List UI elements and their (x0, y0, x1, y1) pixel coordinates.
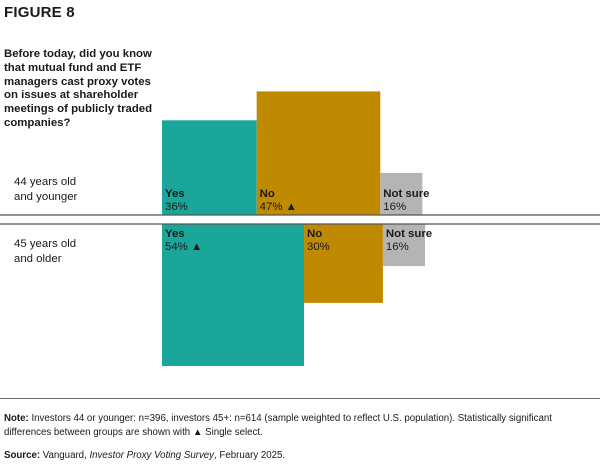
bar-value-not-sure-group-2: 16% (386, 241, 409, 253)
footer-divider (0, 398, 600, 399)
bar-value-no-group-2: 30% (307, 241, 330, 253)
survey-question: Before today, did you know that mutual f… (4, 48, 153, 129)
bar-not-sure-group-2 (382, 224, 425, 267)
bar-value-yes-group-2: 54% ▲ (165, 241, 202, 253)
bar-not-sure-group-1 (380, 172, 423, 215)
footnote: Note: Investors 44 or younger: n=396, in… (4, 412, 594, 440)
bar-label-yes-group-2: Yes (165, 228, 185, 240)
note-text: Investors 44 or younger: n=396, investor… (4, 413, 552, 438)
bar-yes-group-1 (162, 120, 257, 215)
source-label: Source: (4, 450, 41, 461)
source-title: Investor Proxy Voting Survey (89, 450, 215, 461)
source-line: Source: Vanguard, Investor Proxy Voting … (4, 449, 594, 463)
bar-label-no-group-1: No (260, 188, 275, 200)
group-label-older: 45 years old and older (14, 238, 77, 265)
bar-label-not-sure-group-1: Not sure (383, 188, 429, 200)
bar-no-group-2 (304, 224, 383, 303)
bar-yes-group-2 (162, 224, 305, 367)
figure-label: FIGURE 8 (4, 4, 75, 21)
bar-no-group-1 (256, 91, 381, 215)
bar-label-no-group-2: No (307, 228, 322, 240)
bar-value-yes-group-1: 36% (165, 201, 188, 213)
bar-value-not-sure-group-1: 16% (383, 201, 406, 213)
source-prefix: Vanguard, (42, 450, 90, 461)
source-suffix: , February 2025. (214, 450, 286, 461)
bar-label-yes-group-1: Yes (165, 188, 185, 200)
group-label-younger: 44 years old and younger (14, 176, 78, 203)
bar-label-not-sure-group-2: Not sure (386, 228, 432, 240)
note-label: Note: (4, 413, 29, 424)
bar-value-no-group-1: 47% ▲ (260, 201, 297, 213)
